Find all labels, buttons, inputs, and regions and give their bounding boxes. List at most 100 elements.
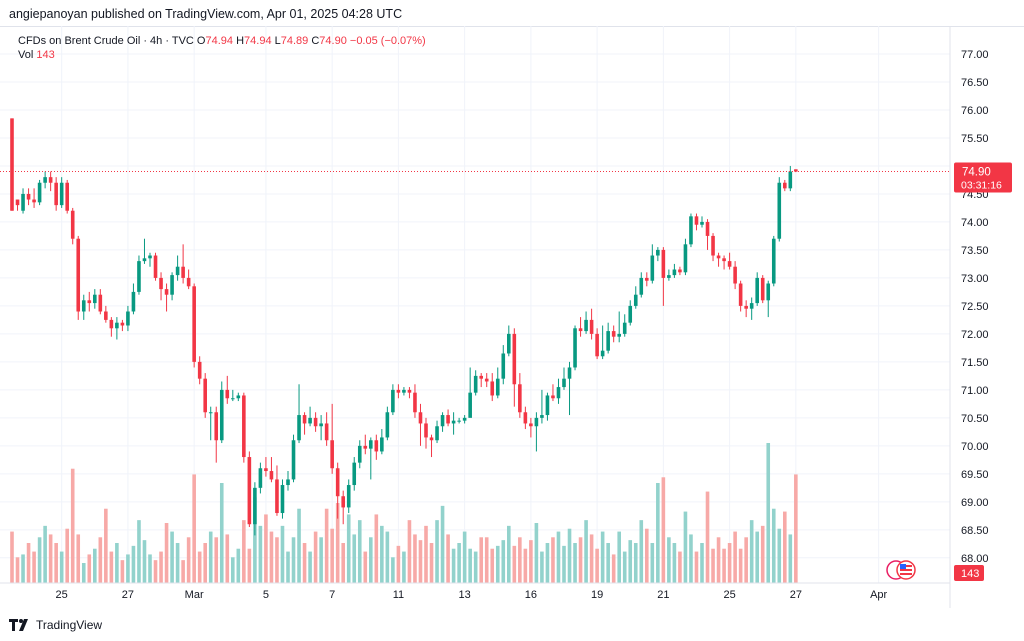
volume-bar <box>716 537 721 583</box>
candle <box>771 235 776 287</box>
candle <box>313 412 318 432</box>
volume-bar <box>258 525 263 583</box>
volume-bar <box>203 543 207 583</box>
candle <box>628 300 633 326</box>
volume-bar <box>65 528 69 583</box>
volume-bar <box>562 545 566 583</box>
volume-bar <box>435 520 439 583</box>
candle-body <box>705 221 710 236</box>
candle <box>37 179 42 206</box>
volume-bar <box>766 443 771 583</box>
legend-high-label: H <box>236 35 245 47</box>
candle-body <box>15 199 20 206</box>
candle <box>473 370 478 396</box>
volume-bar <box>10 531 14 583</box>
candle-body <box>744 305 748 309</box>
candle <box>153 252 158 281</box>
candle-body <box>562 378 566 388</box>
candle <box>131 283 136 315</box>
volume-bar <box>733 531 737 583</box>
volume-bar <box>479 537 483 583</box>
time-tick-label: 27 <box>122 589 134 601</box>
volume-bar <box>37 537 42 583</box>
candle-body <box>733 266 737 284</box>
candle <box>523 406 528 430</box>
candle-body <box>501 353 506 379</box>
last-price-badge: 74.90 03:31:16 <box>954 162 1012 193</box>
candle <box>253 482 257 536</box>
candle <box>429 434 434 458</box>
candle <box>595 328 599 360</box>
volume-bar <box>208 531 213 583</box>
chart-frame <box>0 26 1024 609</box>
volume-bar <box>242 520 246 583</box>
candle-body <box>32 199 36 203</box>
volume-bar <box>462 531 467 583</box>
volume-bar <box>396 545 401 583</box>
volume-bar <box>551 537 555 583</box>
candle <box>760 275 765 304</box>
candle-body <box>650 255 655 281</box>
candle <box>396 384 401 399</box>
volume-bar <box>606 543 610 583</box>
volume-bar <box>534 523 539 583</box>
volume-bar <box>21 554 25 583</box>
candle-body <box>170 275 174 295</box>
candle <box>727 252 732 270</box>
candle-body <box>391 389 395 413</box>
candle <box>501 345 506 385</box>
candle-body <box>297 415 301 441</box>
volume-bar <box>755 531 759 583</box>
legend-high: 74.94 <box>244 35 272 47</box>
candle-body <box>192 286 196 362</box>
candle-body <box>468 392 472 418</box>
candle <box>413 384 417 418</box>
volume-bar <box>164 523 169 583</box>
volume-bar <box>32 551 36 583</box>
candle <box>722 255 726 270</box>
candle-body <box>540 415 544 418</box>
volume-bar <box>192 474 196 583</box>
candle-body <box>374 440 379 452</box>
volume-bar <box>391 557 395 583</box>
candle <box>21 188 25 214</box>
candle-body <box>495 378 500 396</box>
candle-body <box>584 319 588 332</box>
volume-bar <box>214 537 219 583</box>
footer-brand: TradingView <box>36 618 103 632</box>
volume-bar <box>291 537 296 583</box>
candle-body <box>98 294 103 312</box>
time-tick-label: 11 <box>393 589 404 601</box>
candle <box>175 255 180 281</box>
tradingview-logo-icon <box>9 619 28 631</box>
volume-bar <box>683 511 688 583</box>
candle-body <box>683 244 688 273</box>
candle <box>573 325 577 371</box>
candle-body <box>93 294 97 304</box>
volume-bar <box>727 543 732 583</box>
volume-bar <box>578 537 583 583</box>
candle <box>507 325 511 357</box>
volume-bar <box>788 534 793 583</box>
price-tick-label: 70.50 <box>961 413 989 425</box>
candle <box>650 244 655 284</box>
volume-bar <box>794 474 798 583</box>
candle-body <box>716 255 721 259</box>
candle-body <box>440 415 445 427</box>
time-axis: 25 27 Mar 5 7 11 13 16 19 21 25 27 Apr <box>56 589 888 601</box>
candle-body <box>65 182 69 211</box>
candle-body <box>219 389 224 441</box>
candle-body <box>771 238 776 284</box>
candle-body <box>600 350 605 357</box>
candle-body <box>617 333 621 337</box>
candle <box>600 325 605 360</box>
candle-body <box>175 266 180 276</box>
volume-bar <box>446 534 450 583</box>
candle-body <box>21 193 25 211</box>
volume-bar <box>115 543 119 583</box>
volume-bar <box>407 520 412 583</box>
candle <box>385 406 390 441</box>
candle <box>418 403 423 446</box>
price-chart[interactable]: 68.00 68.50 69.00 69.50 70.00 70.50 71.00 71.50… <box>0 26 1024 608</box>
event-icons[interactable] <box>886 560 916 580</box>
